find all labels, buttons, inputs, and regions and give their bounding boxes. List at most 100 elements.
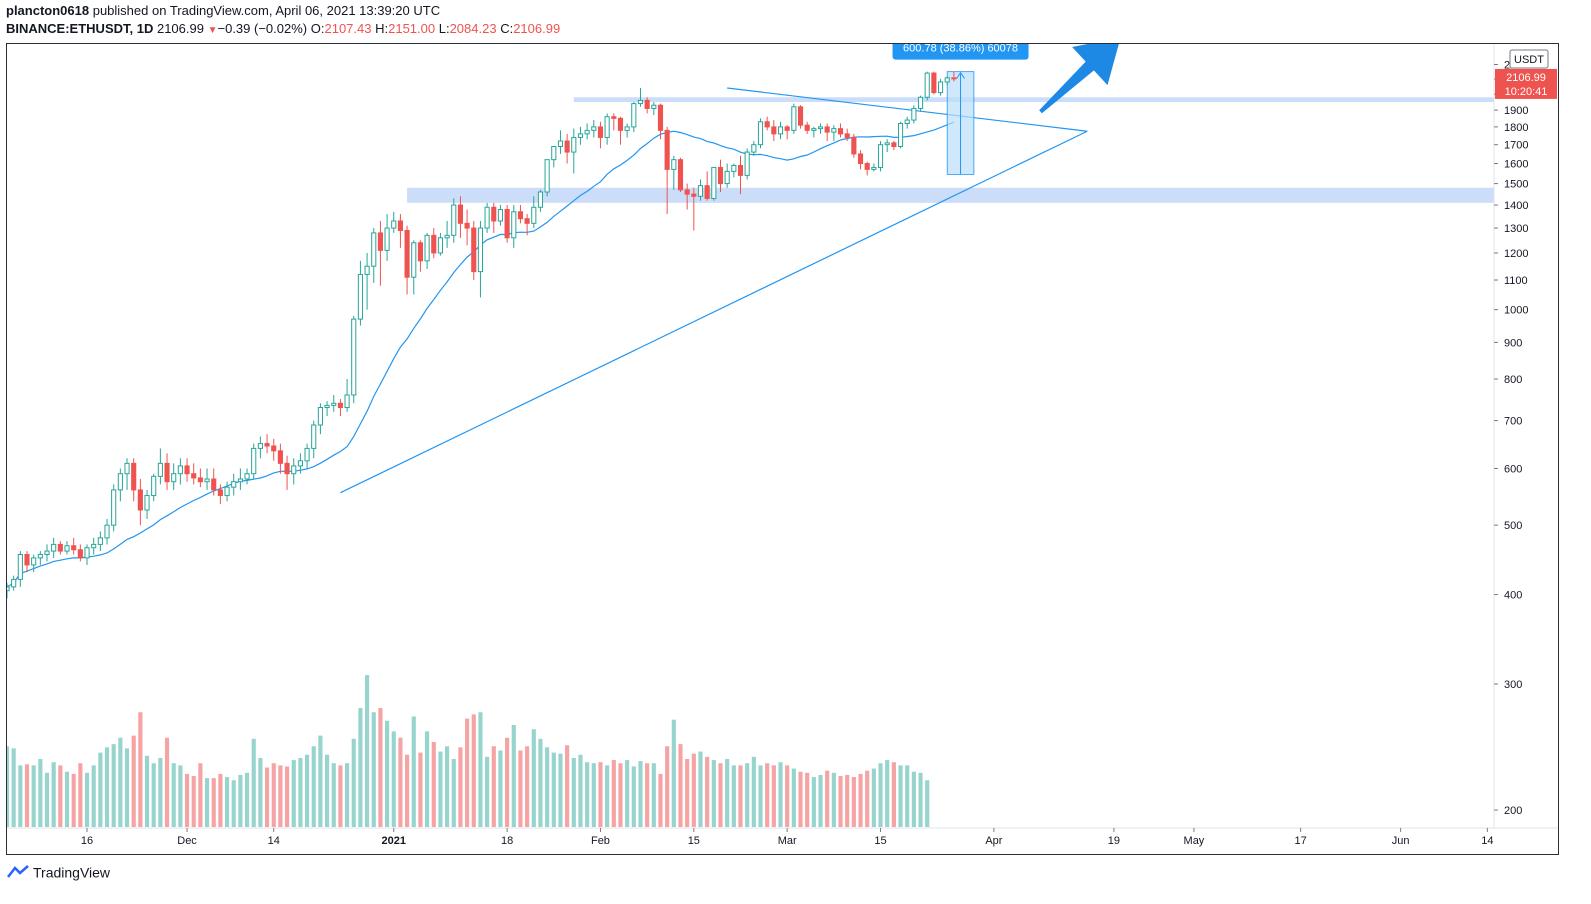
candle (364, 252, 370, 310)
publish-line: plancton0618 published on TradingView.co… (6, 3, 440, 19)
volume-bar (144, 755, 150, 827)
close-value: 2106.99 (513, 21, 561, 36)
candle-body (524, 218, 530, 224)
volume-bar (198, 763, 203, 827)
candle-body (31, 557, 37, 566)
candle (71, 537, 77, 555)
candle (217, 484, 223, 505)
candle (191, 463, 197, 485)
currency-label: USDT (1514, 54, 1544, 66)
candle-body (124, 462, 130, 475)
volume-bar (878, 763, 883, 827)
candle (484, 202, 490, 233)
volume-bar (164, 737, 170, 827)
candle (684, 183, 690, 210)
volume-bar (224, 777, 230, 827)
candle-body (597, 126, 604, 138)
candle (331, 394, 337, 412)
candle (644, 97, 650, 114)
volume-bar (898, 765, 903, 827)
candle (337, 399, 343, 417)
price-chart[interactable]: 600.78 (38.86%) 600782200210020001900180… (7, 44, 1558, 854)
candle (777, 121, 784, 140)
candle-body (477, 227, 484, 273)
candle (357, 260, 363, 326)
candle (764, 116, 770, 131)
candle-body (417, 242, 423, 262)
candle-body (544, 159, 550, 193)
candle-body (664, 129, 670, 170)
candle-body (844, 133, 850, 138)
volume-bar (811, 777, 816, 827)
volume-bar (858, 773, 863, 827)
candle (397, 214, 403, 248)
candle-body (591, 126, 597, 131)
volume-bar (465, 718, 470, 827)
time-axis-label: Jun (1392, 835, 1410, 847)
volume-bar (725, 759, 730, 827)
volume-bar (71, 773, 76, 827)
candle (871, 163, 877, 172)
volume-bar (798, 771, 803, 827)
candle-body (37, 553, 43, 559)
volume-bar (418, 752, 423, 827)
candle-body (611, 116, 617, 119)
volume-bar (218, 773, 223, 827)
candle-body (564, 140, 570, 153)
candle-body (284, 462, 290, 475)
time-axis-label: 14 (268, 835, 280, 847)
candle (304, 443, 310, 469)
candle (37, 551, 43, 565)
candle (457, 196, 464, 238)
price-axis-label: 1100 (1504, 275, 1528, 287)
candle (591, 120, 597, 138)
symbol-title[interactable]: BINANCE:ETHUSDT, 1D (6, 21, 154, 36)
candle-body (631, 103, 637, 128)
candle (924, 71, 930, 101)
volume-bar (44, 772, 50, 827)
candle (477, 220, 484, 298)
candle-body (551, 146, 557, 161)
candle-body (937, 81, 944, 94)
candle (577, 126, 584, 145)
candle-body (411, 242, 417, 278)
chart-frame[interactable]: 600.78 (38.86%) 600782200210020001900180… (6, 43, 1559, 855)
candle (44, 544, 50, 562)
candle (64, 541, 70, 555)
volume-bar (598, 762, 603, 827)
candle (604, 113, 610, 145)
candle (17, 551, 23, 587)
volume-bar (284, 766, 290, 827)
volume-bar (691, 753, 696, 827)
volume-bar (485, 756, 490, 827)
support-zone-1 (407, 187, 1494, 203)
candle (344, 379, 350, 412)
volume-bar (831, 772, 836, 827)
candle-body (151, 475, 157, 497)
footer-brand[interactable]: TradingView (6, 862, 110, 881)
volume-bar (645, 763, 650, 827)
time-axis-label: Apr (985, 835, 1002, 847)
volume-bar (718, 763, 723, 827)
candle-body (184, 465, 190, 475)
candle (57, 541, 63, 555)
candle-body (724, 170, 730, 185)
open-value: 2107.43 (324, 21, 372, 36)
volume-bar (104, 747, 110, 827)
candle-body (851, 136, 857, 155)
volume-bar (178, 765, 183, 827)
volume-bar (498, 750, 503, 827)
volume-bar (131, 735, 136, 827)
candle-body (584, 129, 590, 135)
candle (771, 120, 777, 142)
volume-bar (318, 735, 323, 827)
candle (144, 489, 150, 520)
publisher-username[interactable]: plancton0618 (6, 3, 90, 18)
volume-bar (204, 778, 210, 827)
volume-bar (298, 757, 303, 827)
candle-body (871, 166, 877, 170)
candle (297, 453, 303, 474)
volume-bar (678, 744, 683, 827)
candle (844, 128, 850, 142)
price-axis-label: 800 (1504, 374, 1522, 386)
